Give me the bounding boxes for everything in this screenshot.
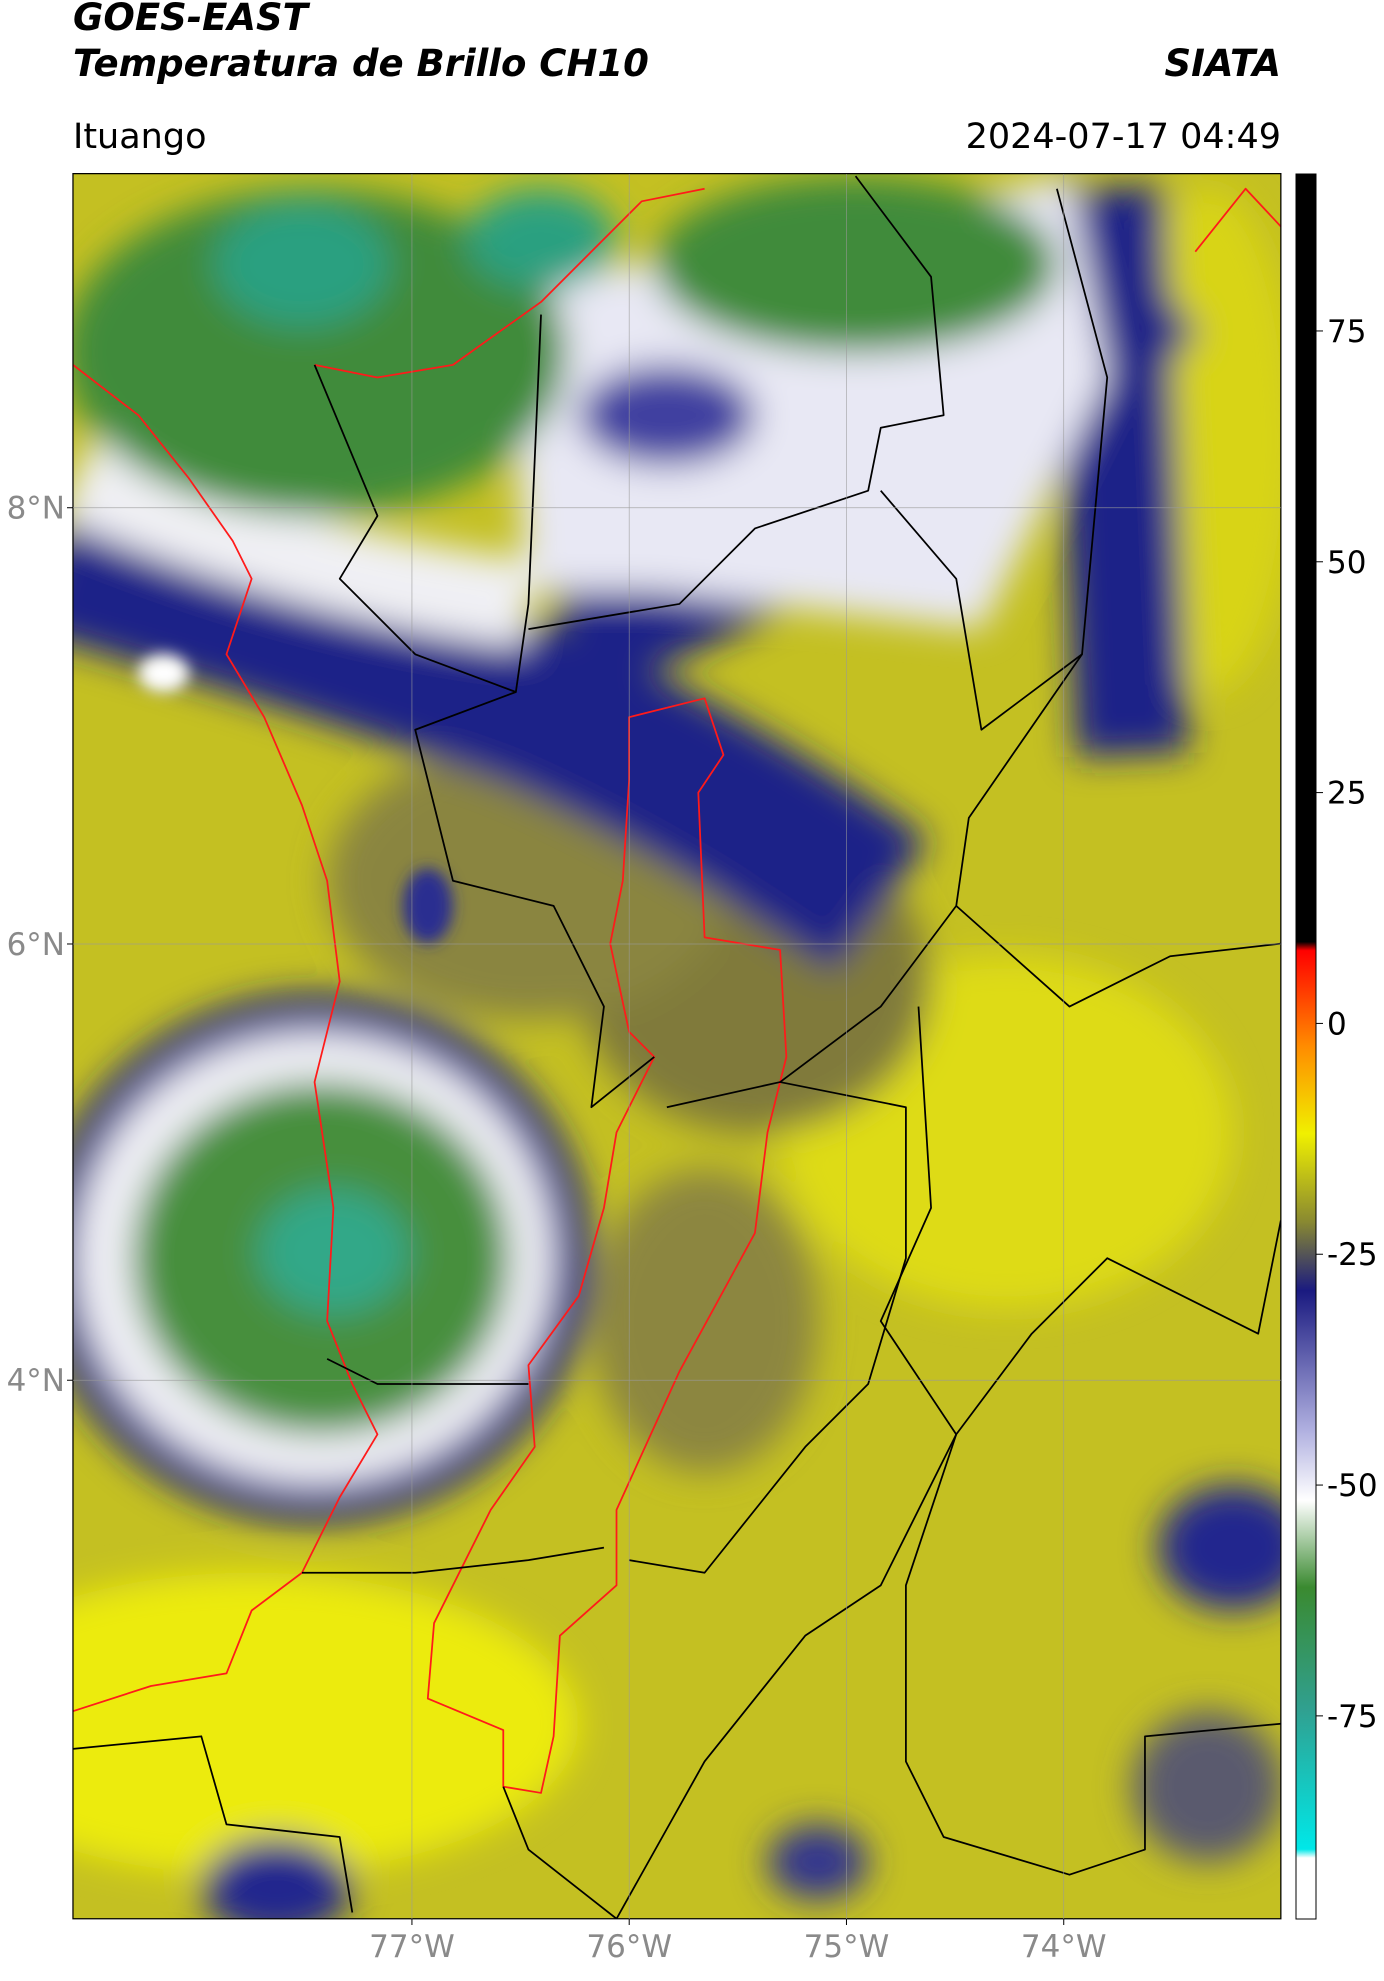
lat-tick-label: 6°N <box>7 927 65 963</box>
colorbar-tick-label: 50 <box>1327 545 1366 581</box>
colorbar-tick-label: -50 <box>1327 1468 1378 1504</box>
colorbar-tick-label: 75 <box>1327 314 1366 350</box>
datetime: 2024-07-17 04:49 <box>966 117 1281 157</box>
lat-tick-label: 4°N <box>7 1363 65 1399</box>
location: Ituango <box>73 117 207 157</box>
colorbar <box>1295 173 1317 1920</box>
subtitle: Temperatura de Brillo CH10 <box>73 42 649 85</box>
lon-tick-label: 76°W <box>586 1929 672 1965</box>
satellite-image <box>72 173 1281 1919</box>
colorbar-tick-label: -75 <box>1327 1699 1378 1735</box>
colorbar-tick-label: -25 <box>1327 1237 1378 1273</box>
lon-tick-label: 77°W <box>369 1929 455 1965</box>
colorbar-tick-label: 0 <box>1327 1006 1347 1042</box>
borders <box>72 175 1281 1919</box>
lat-tick-label: 8°N <box>7 491 65 527</box>
map <box>72 173 1282 1920</box>
title: GOES-EAST <box>73 0 311 39</box>
colorbar-tick-label: 25 <box>1327 776 1366 812</box>
graticule: 8°N 6°N 4°N 77°W 76°W 75°W 74°W <box>7 174 1281 1965</box>
lon-tick-label: 75°W <box>804 1929 890 1965</box>
lon-tick-label: 74°W <box>1021 1929 1107 1965</box>
source: SIATA <box>1164 42 1281 85</box>
